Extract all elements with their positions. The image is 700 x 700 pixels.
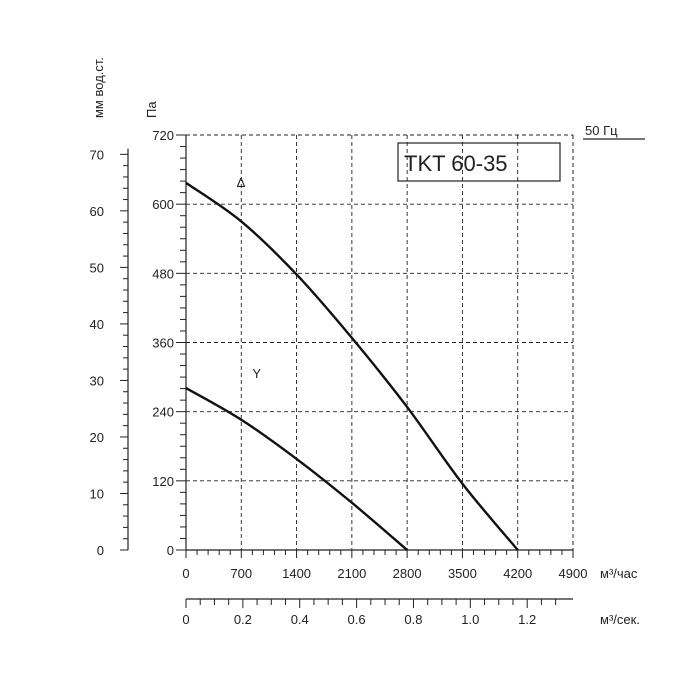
x-m3s-tick-label: 1.2 <box>518 612 536 627</box>
frequency-label: 50 Гц <box>585 123 618 138</box>
y-pa-tick-label: 720 <box>152 128 174 143</box>
x-m3h-tick-label: 0 <box>182 566 189 581</box>
y-mm-tick-label: 20 <box>90 430 104 445</box>
y-pa-tick-label: 240 <box>152 405 174 420</box>
y-pa-tick-label: 600 <box>152 197 174 212</box>
y-pa-tick-label: 360 <box>152 336 174 351</box>
x-m3s-tick-label: 0.6 <box>348 612 366 627</box>
x-m3s-tick-label: 0.4 <box>291 612 309 627</box>
y-mm-tick-label: 60 <box>90 204 104 219</box>
y-mm-tick-label: 30 <box>90 373 104 388</box>
model-label: TKT 60-35 <box>404 151 508 176</box>
grid <box>186 134 574 550</box>
y-mm-tick-label: 70 <box>90 147 104 162</box>
y-mm-tick-label: 50 <box>90 260 104 275</box>
y-mm-tick-label: 40 <box>90 317 104 332</box>
x-m3h-tick-label: 3500 <box>448 566 477 581</box>
curves: ΔY <box>185 175 519 551</box>
y-mm-tick-label: 0 <box>97 543 104 558</box>
x-bottom-unit-label: м³/сек. <box>600 612 640 627</box>
x-m3h-tick-label: 1400 <box>282 566 311 581</box>
y-pa-tick-label: 120 <box>152 474 174 489</box>
x-m3h-tick-label: 4900 <box>559 566 588 581</box>
curve-y <box>185 386 408 551</box>
y-pa-tick-label: 0 <box>167 543 174 558</box>
y-left-unit-label: мм вод.ст. <box>91 57 106 118</box>
x-m3h-tick-label: 2800 <box>393 566 422 581</box>
x-m3s-tick-label: 0.2 <box>234 612 252 627</box>
x-m3h-tick-label: 700 <box>230 566 252 581</box>
curve-label-delta: Δ <box>237 175 246 190</box>
x-m3s-tick-label: 0.8 <box>404 612 422 627</box>
curve-delta <box>185 181 519 551</box>
curve-label-y: Y <box>252 366 261 381</box>
x-m3h-tick-label: 4200 <box>503 566 532 581</box>
y-mm-tick-label: 10 <box>90 486 104 501</box>
axes <box>120 134 574 608</box>
y-right-unit-label: Па <box>144 101 159 118</box>
model-label-box <box>397 142 561 182</box>
x-m3s-tick-label: 1.0 <box>461 612 479 627</box>
x-m3s-tick-label: 0 <box>182 612 189 627</box>
x-top-unit-label: м³/час <box>600 566 638 581</box>
x-m3h-tick-label: 2100 <box>337 566 366 581</box>
y-pa-tick-label: 480 <box>152 266 174 281</box>
